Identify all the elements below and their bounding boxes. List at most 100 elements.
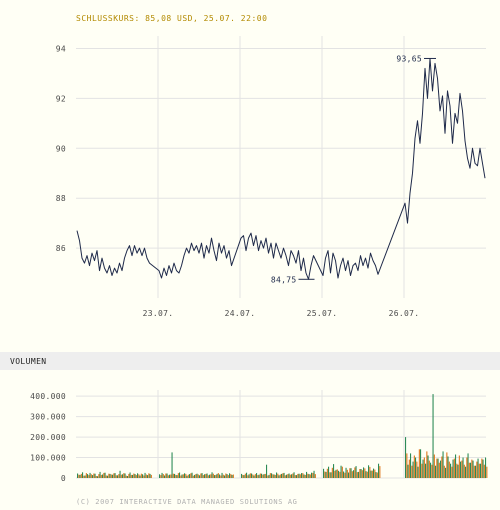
volume-bar-down (349, 468, 351, 478)
volume-y-axis: 400.000 300.000 200.000 100.000 0 (30, 392, 66, 483)
volume-bar-up (373, 468, 375, 478)
volume-bar-up (186, 475, 188, 478)
volume-bar-down (220, 475, 222, 478)
volume-bar-up (268, 474, 270, 478)
volume-bar-up (246, 472, 248, 478)
volume-bar-up (107, 475, 109, 478)
price-x-tick-label: 24.07. (225, 309, 256, 318)
volume-bar-up (82, 472, 84, 478)
volume-bar-down (205, 473, 207, 478)
price-line (76, 58, 486, 280)
volume-bar-down (304, 474, 306, 478)
volume-bar-down (148, 473, 150, 478)
volume-bar-down (376, 472, 378, 478)
volume-bar-down (413, 455, 415, 478)
volume-bar-up (355, 466, 357, 478)
volume-bar-down (478, 463, 480, 478)
volume-bar-down (411, 465, 413, 478)
volume-bar-up (440, 460, 442, 478)
volume-gridlines (76, 390, 486, 479)
volume-bar-down (466, 457, 468, 478)
volume-bar-up (209, 474, 211, 478)
volume-bar-up (248, 474, 250, 478)
volume-bar-up (114, 473, 116, 478)
volume-bar-down (264, 473, 266, 478)
volume-bar-down (379, 466, 381, 478)
volume-bar-down (341, 466, 343, 478)
volume-bar-up (181, 474, 183, 478)
volume-bar-up (159, 474, 161, 478)
volume-bar-down (339, 471, 341, 478)
volume-bar-down (120, 474, 122, 478)
volume-bar-down (125, 475, 127, 478)
volume-bar-down (277, 473, 279, 478)
volume-bar-down (359, 469, 361, 478)
volume-bar-up (263, 474, 265, 478)
volume-bar-up (296, 475, 298, 478)
volume-bar-down (351, 471, 353, 478)
volume-bar-down (356, 472, 358, 478)
volume-bar-up (286, 474, 288, 478)
annotation-low-label: 84,75 (271, 275, 297, 284)
copyright-footer: (C) 2007 INTERACTIVE DATA MANAGED SOLUTI… (76, 498, 297, 506)
volume-bar-down (366, 471, 368, 478)
volume-bar-down (80, 473, 82, 478)
volume-bar-up (435, 465, 437, 478)
volume-bar-down (254, 474, 256, 478)
volume-bar-up (102, 474, 104, 478)
volume-bar-down (145, 474, 147, 478)
volume-bar-down (160, 475, 162, 478)
volume-bar-down (78, 474, 80, 478)
price-x-tick-label: 25.07. (307, 309, 338, 318)
volume-bar-down (83, 475, 85, 478)
volume-bar-down (274, 474, 276, 478)
volume-bar-up (184, 473, 186, 478)
volume-bar-up (216, 473, 218, 478)
volume-bar-down (93, 473, 95, 478)
volume-bar-up (229, 473, 231, 478)
volume-bar-down (426, 451, 428, 478)
volume-bar-up (191, 472, 193, 478)
volume-bar-down (222, 474, 224, 478)
volume-bar-down (461, 460, 463, 478)
volume-bar-down (331, 467, 333, 478)
volume-bar-down (416, 461, 418, 478)
volume-y-tick-label: 400.000 (30, 392, 66, 401)
volume-bar-up (348, 472, 350, 478)
volume-bar-up (308, 474, 310, 478)
volume-bar-down (287, 474, 289, 478)
volume-bar-up (410, 453, 412, 478)
volume-bar-up (89, 472, 91, 478)
volume-bar-down (483, 464, 485, 478)
volume-bar-up (345, 467, 347, 478)
volume-bar-up (365, 471, 367, 478)
volume-bar-up (301, 473, 303, 478)
volume-bar-down (374, 469, 376, 478)
volume-bar-up (325, 471, 327, 478)
volume-bar-up (226, 474, 228, 478)
volume-bar-down (344, 472, 346, 478)
volume-bar-up (467, 453, 469, 478)
volume-bar-up (353, 470, 355, 478)
volume-bar-up (87, 474, 89, 478)
volume-bar-down (232, 474, 234, 478)
volume-bar-down (473, 465, 475, 478)
volume-bar-up (447, 456, 449, 478)
volume-bar-down (448, 461, 450, 478)
volume-bar-up (134, 474, 136, 478)
volume-bar-down (115, 475, 117, 478)
volume-bar-up (293, 472, 295, 478)
volume-bar-up (455, 454, 457, 478)
volume-bar-up (92, 475, 94, 478)
volume-bar-up (256, 473, 258, 478)
volume-bar-up (472, 460, 474, 478)
volume-bar-down (259, 473, 261, 478)
volume-bar-up (432, 394, 434, 478)
volume-bar-down (418, 449, 420, 478)
volume-bar-down (98, 474, 100, 478)
volume-section-title: VOLUMEN (10, 357, 47, 366)
volume-bar-down (110, 474, 112, 478)
volume-bar-down (486, 466, 488, 478)
volume-bar-up (174, 473, 176, 478)
volume-bar-up (166, 473, 168, 478)
